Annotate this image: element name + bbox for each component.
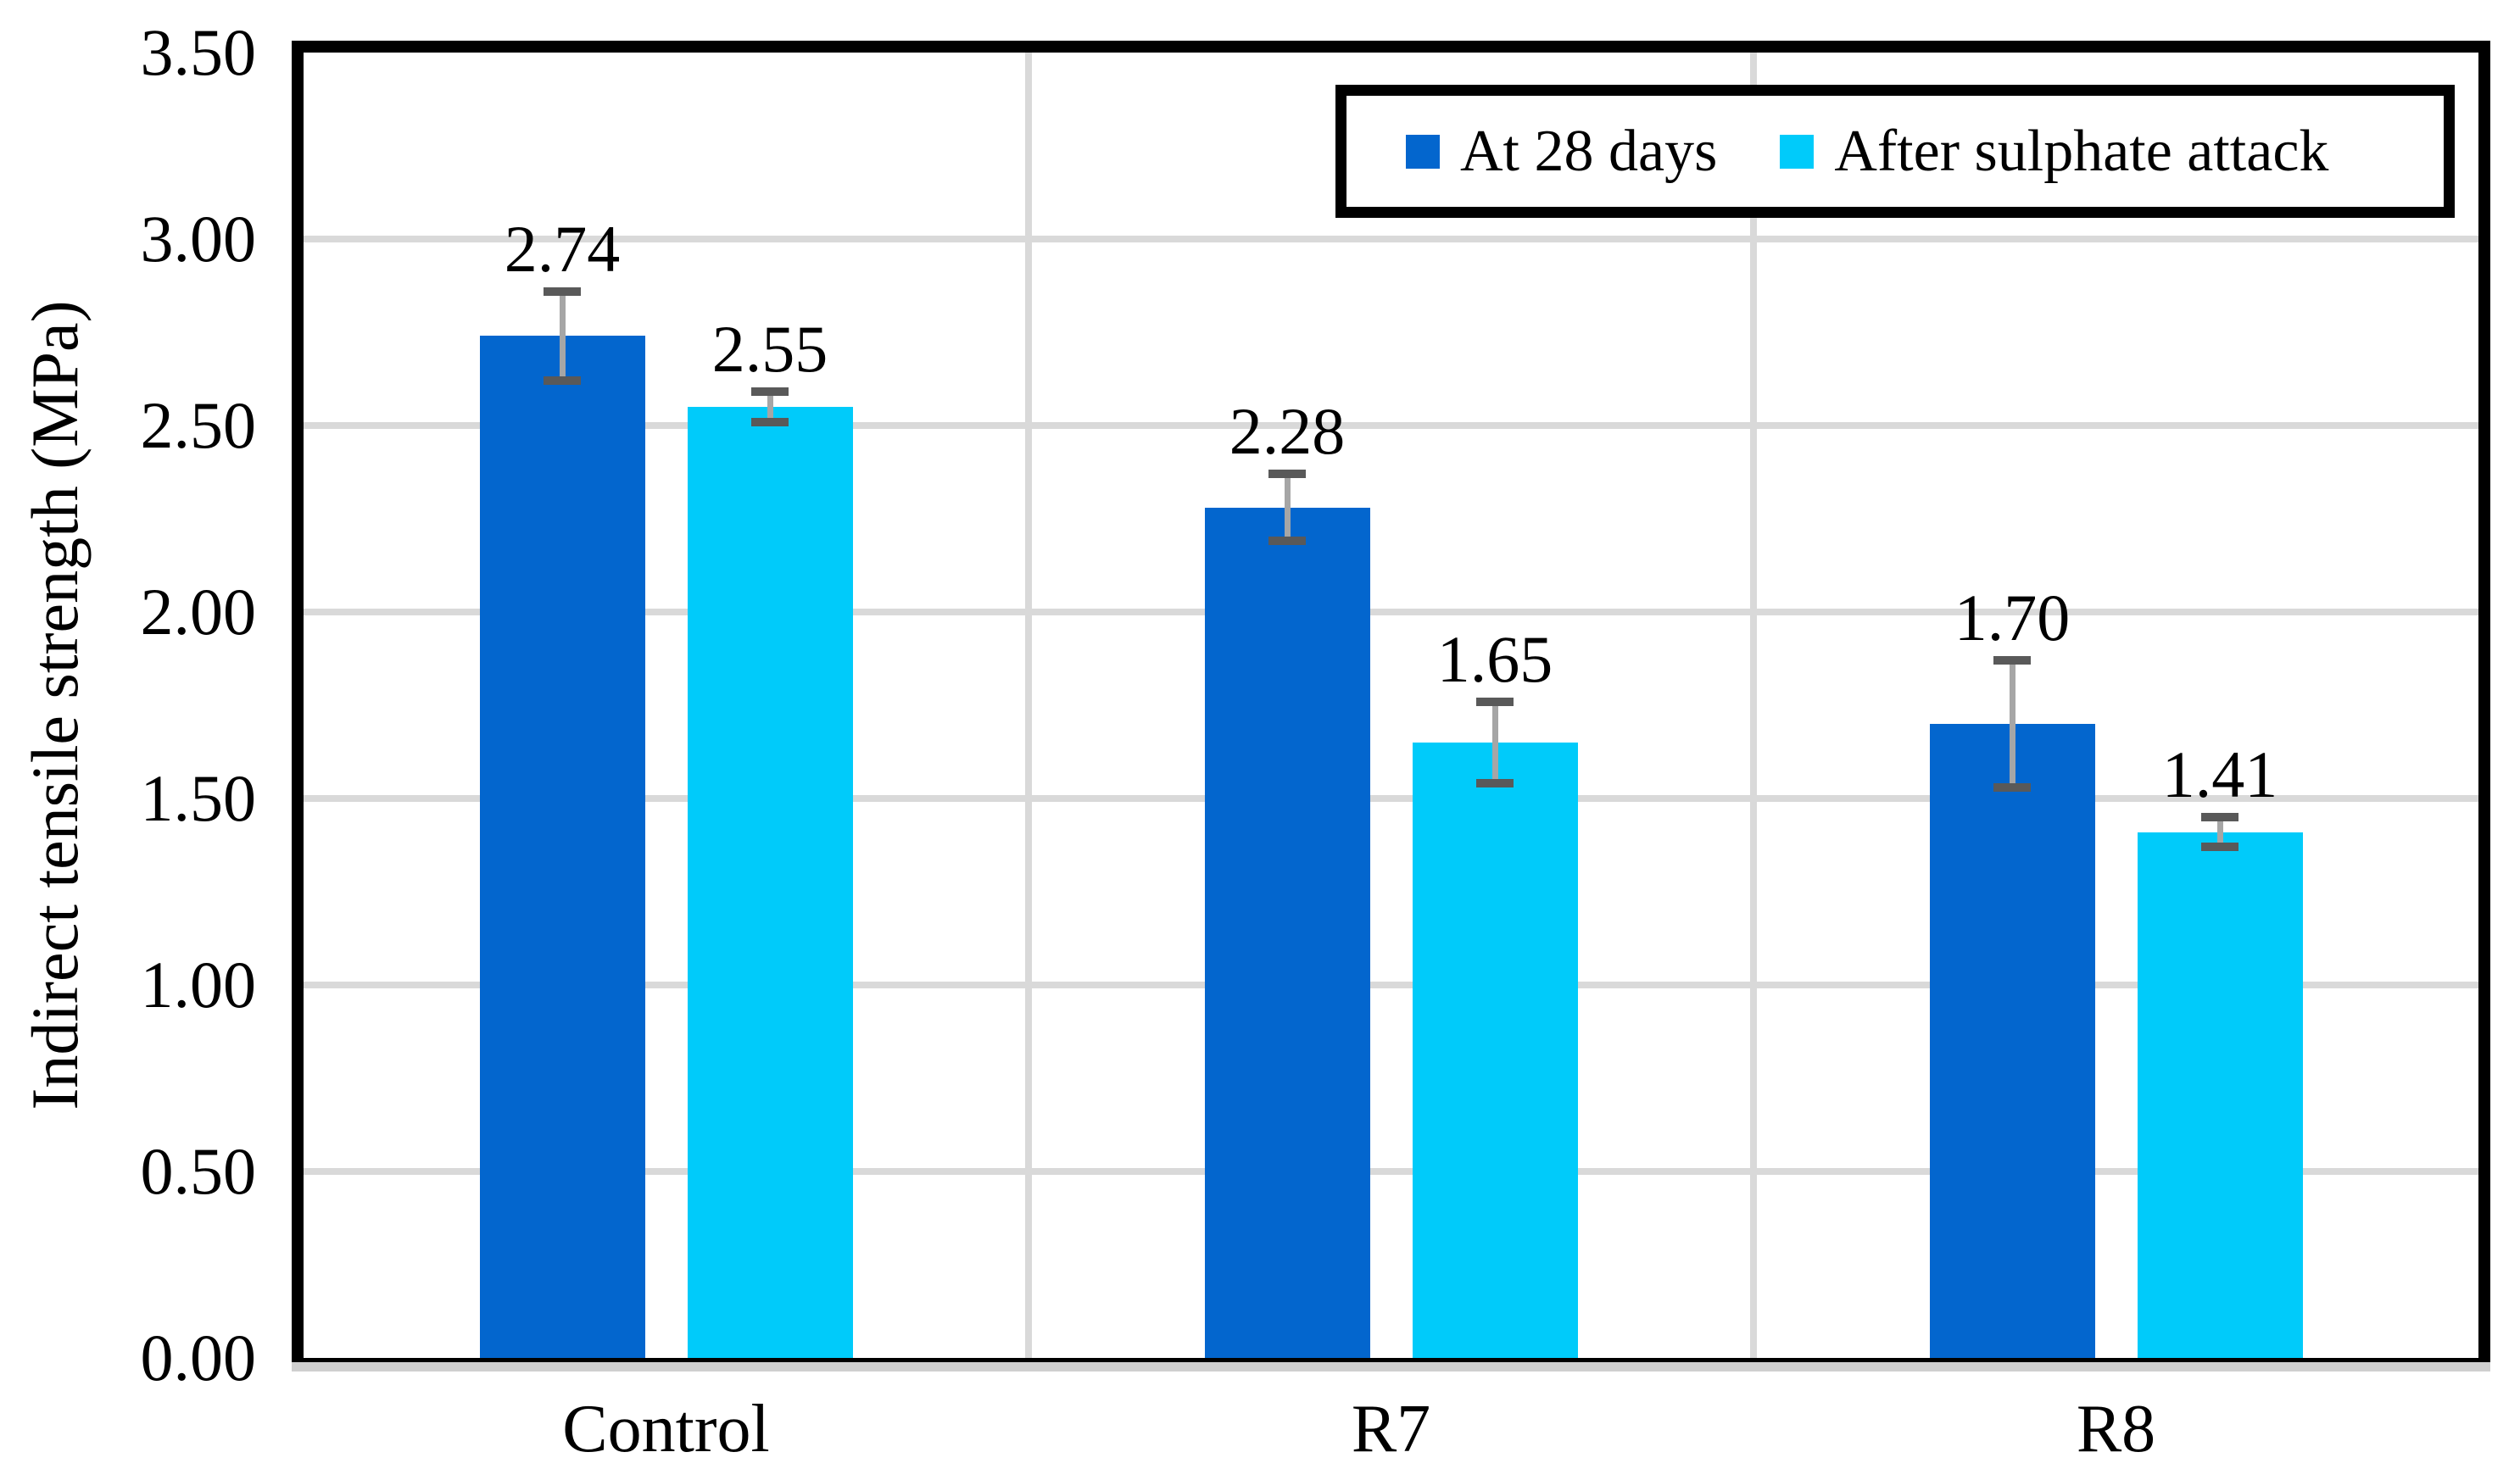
error-bar-line <box>2009 660 2015 787</box>
error-bar-cap <box>2201 843 2238 852</box>
error-bar-cap <box>1268 537 1306 546</box>
error-bar-cap <box>751 417 789 426</box>
error-bar-cap <box>544 376 581 386</box>
y-axis-tick-label: 2.00 <box>140 575 257 648</box>
legend-label: After sulphate attack <box>1834 118 2329 184</box>
y-axis-tick-label: 1.00 <box>140 948 257 1021</box>
error-bar-cap <box>1476 697 1514 706</box>
bar <box>687 407 853 1358</box>
error-bar-cap <box>544 287 581 296</box>
horizontal-gridline <box>304 422 2478 429</box>
y-axis-tick-label: 3.50 <box>140 15 257 89</box>
bar <box>1204 507 1370 1358</box>
legend-label: At 28 days <box>1460 118 1718 184</box>
error-bar-cap <box>1268 470 1306 479</box>
y-axis-tick-label: 2.50 <box>140 388 257 462</box>
data-label: 2.28 <box>1229 394 1346 469</box>
data-label: 1.70 <box>1954 581 2071 655</box>
data-label: 1.65 <box>1436 621 1553 696</box>
y-axis-tick-label: 0.00 <box>140 1321 257 1394</box>
bar <box>1929 724 2095 1358</box>
legend: At 28 days After sulphate attack <box>1335 85 2455 218</box>
vertical-gridline <box>1750 53 1757 1358</box>
error-bar-cap <box>1993 656 2031 665</box>
horizontal-gridline <box>304 1168 2478 1175</box>
data-label: 2.74 <box>504 211 621 286</box>
category-label: R8 <box>2076 1392 2156 1466</box>
error-bar-cap <box>1476 779 1514 788</box>
bar <box>479 336 645 1358</box>
error-bar-line <box>2216 817 2223 848</box>
horizontal-gridline <box>304 982 2478 988</box>
y-axis-tick-label: 1.50 <box>140 761 257 835</box>
error-bar-cap <box>2201 813 2238 821</box>
legend-item: At 28 days <box>1406 120 1717 183</box>
horizontal-gridline <box>304 795 2478 802</box>
y-axis-tick-label: 3.00 <box>140 202 257 275</box>
error-bar-line <box>767 392 773 422</box>
error-bar-line <box>1284 474 1291 542</box>
legend-item: After sulphate attack <box>1780 120 2328 183</box>
plot-area: 2.74 2.55 2.28 1.65 1.70 1.41 <box>292 41 2490 1362</box>
bar <box>2137 832 2303 1358</box>
bar <box>1412 743 1578 1358</box>
legend-swatch <box>1406 134 1440 169</box>
horizontal-gridline <box>304 609 2478 615</box>
error-bar-cap <box>1993 782 2031 792</box>
category-label: R7 <box>1351 1392 1431 1466</box>
vertical-gridline <box>1025 53 1032 1358</box>
error-bar-line <box>559 291 566 381</box>
x-axis-line <box>292 1362 2490 1372</box>
category-label: Control <box>562 1392 770 1466</box>
legend-swatch <box>1780 134 1815 169</box>
error-bar-line <box>1491 701 1498 784</box>
y-axis-title: Indirect tensile strength (MPa) <box>18 300 92 1110</box>
horizontal-gridline <box>304 236 2478 242</box>
y-axis-tick-label: 0.50 <box>140 1134 257 1208</box>
data-label: 2.55 <box>711 312 828 387</box>
error-bar-cap <box>751 387 789 397</box>
data-label: 1.41 <box>2161 737 2278 811</box>
